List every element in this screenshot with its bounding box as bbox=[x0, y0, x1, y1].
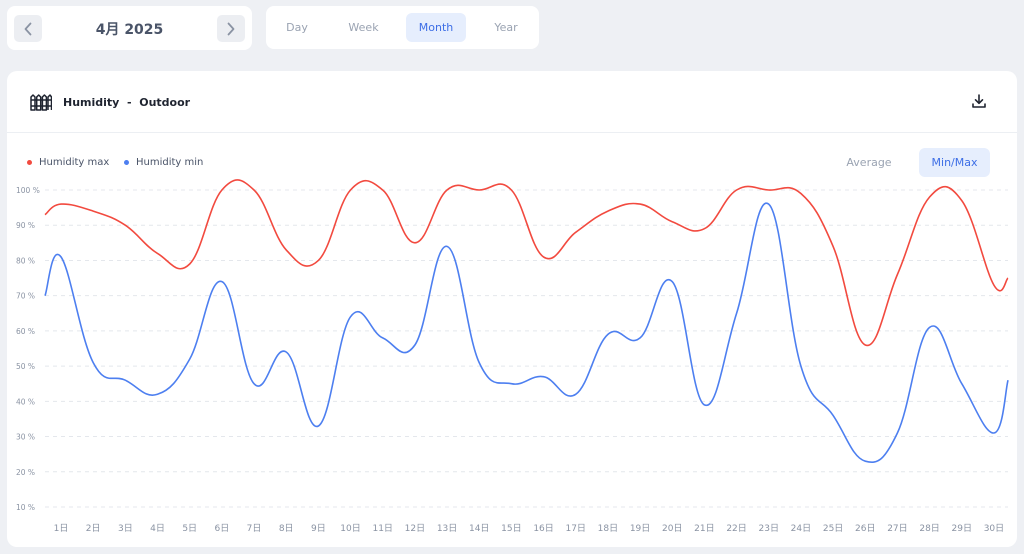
tab-month[interactable]: Month bbox=[406, 13, 466, 42]
card-title: Humidity - Outdoor bbox=[63, 96, 191, 109]
x-tick-label: 7日 bbox=[247, 523, 262, 534]
x-tick-label: 29日 bbox=[952, 523, 972, 534]
x-tick-label: 17日 bbox=[565, 523, 585, 534]
x-tick-label: 23日 bbox=[759, 523, 779, 534]
y-tick-label: 60 % bbox=[16, 327, 35, 336]
tab-week[interactable]: Week bbox=[348, 21, 379, 34]
x-tick-label: 10日 bbox=[340, 523, 360, 534]
x-tick-label: 22日 bbox=[726, 523, 746, 534]
x-tick-label: 27日 bbox=[887, 523, 907, 534]
x-tick-label: 18日 bbox=[598, 523, 618, 534]
x-tick-label: 24日 bbox=[791, 523, 811, 534]
x-tick-label: 3日 bbox=[118, 523, 133, 534]
card-header: Humidity - Outdoor bbox=[7, 71, 1017, 133]
legend-dot-max bbox=[27, 160, 32, 165]
y-tick-label: 30 % bbox=[16, 433, 35, 442]
legend-dot-min bbox=[124, 160, 129, 165]
average-mode-button[interactable]: Average bbox=[846, 156, 892, 169]
y-tick-label: 70 % bbox=[16, 292, 35, 301]
x-tick-label: 16日 bbox=[533, 523, 553, 534]
x-tick-label: 5日 bbox=[182, 523, 197, 534]
period-tabs: Day Week Month Year bbox=[266, 6, 539, 49]
x-tick-label: 4日 bbox=[150, 523, 165, 534]
date-navigator: 4月 2025 bbox=[7, 6, 252, 50]
x-tick-label: 21日 bbox=[694, 523, 714, 534]
x-tick-label: 19日 bbox=[630, 523, 650, 534]
current-period-label: 4月 2025 bbox=[95, 22, 164, 38]
x-tick-label: 14日 bbox=[469, 523, 489, 534]
download-icon[interactable] bbox=[971, 93, 987, 109]
x-tick-label: 6日 bbox=[214, 523, 229, 534]
x-tick-label: 28日 bbox=[919, 523, 939, 534]
x-tick-label: 30日 bbox=[984, 523, 1004, 534]
x-tick-label: 1日 bbox=[54, 523, 69, 534]
y-tick-label: 90 % bbox=[16, 221, 35, 230]
legend-humidity-min[interactable]: Humidity min bbox=[124, 157, 203, 168]
prev-month-button[interactable] bbox=[14, 15, 42, 42]
x-tick-label: 2日 bbox=[86, 523, 101, 534]
humidity-card: Humidity - Outdoor Humidity max Humidity… bbox=[7, 71, 1017, 547]
y-tick-label: 100 % bbox=[16, 186, 40, 195]
series-line-humidity-max bbox=[44, 179, 1009, 346]
x-tick-label: 25日 bbox=[823, 523, 843, 534]
x-tick-label: 12日 bbox=[405, 523, 425, 534]
series-line-humidity-min bbox=[44, 202, 1009, 463]
legend-label-max: Humidity max bbox=[39, 157, 110, 168]
x-tick-label: 9日 bbox=[311, 523, 326, 534]
tab-year[interactable]: Year bbox=[494, 21, 518, 34]
y-tick-label: 80 % bbox=[16, 256, 35, 265]
x-tick-label: 11日 bbox=[372, 523, 392, 534]
x-tick-label: 13日 bbox=[437, 523, 457, 534]
y-tick-label: 40 % bbox=[16, 397, 35, 406]
fence-icon bbox=[30, 94, 52, 111]
legend-label-min: Humidity min bbox=[136, 157, 204, 168]
x-tick-label: 20日 bbox=[662, 523, 682, 534]
chevron-right-icon bbox=[227, 22, 235, 35]
y-tick-label: 50 % bbox=[16, 362, 35, 371]
next-month-button[interactable] bbox=[217, 15, 245, 42]
x-tick-label: 26日 bbox=[855, 523, 875, 534]
legend-humidity-max[interactable]: Humidity max bbox=[27, 157, 109, 168]
y-tick-label: 10 % bbox=[16, 503, 35, 512]
y-tick-label: 20 % bbox=[16, 468, 35, 477]
tab-day[interactable]: Day bbox=[286, 21, 308, 34]
minmax-mode-button[interactable]: Min/Max bbox=[919, 148, 990, 177]
x-tick-label: 15日 bbox=[501, 523, 521, 534]
x-tick-label: 8日 bbox=[279, 523, 294, 534]
chevron-left-icon bbox=[24, 22, 32, 35]
